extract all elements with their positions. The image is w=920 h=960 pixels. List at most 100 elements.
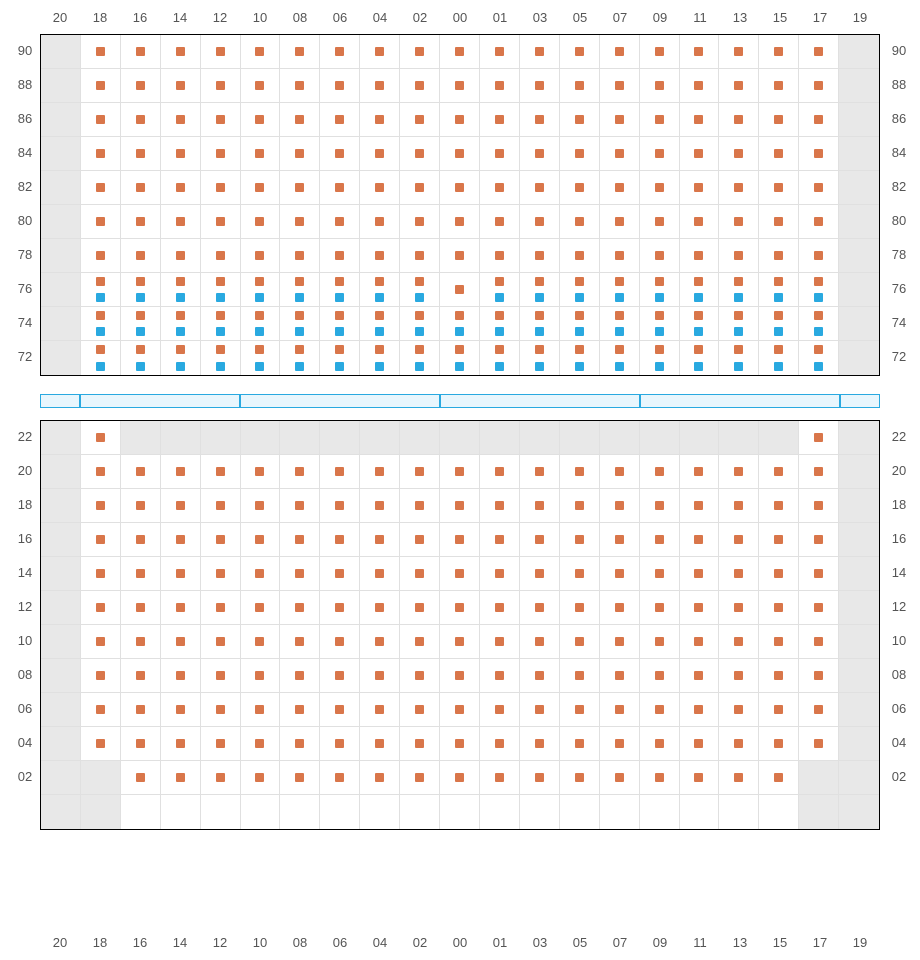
seat-icon[interactable]: [255, 705, 264, 714]
seat-icon[interactable]: [255, 293, 264, 302]
seat-icon[interactable]: [615, 637, 624, 646]
seat-icon[interactable]: [774, 467, 783, 476]
seat-icon[interactable]: [96, 705, 105, 714]
seat-icon[interactable]: [295, 345, 304, 354]
seat-icon[interactable]: [255, 149, 264, 158]
seat-icon[interactable]: [216, 501, 225, 510]
seat-icon[interactable]: [216, 81, 225, 90]
seat-icon[interactable]: [655, 603, 664, 612]
seat-icon[interactable]: [575, 569, 584, 578]
seat-icon[interactable]: [375, 183, 384, 192]
seat-icon[interactable]: [375, 671, 384, 680]
seat-icon[interactable]: [814, 467, 823, 476]
seat-icon[interactable]: [415, 467, 424, 476]
seat-icon[interactable]: [655, 467, 664, 476]
seat-icon[interactable]: [295, 569, 304, 578]
seat-icon[interactable]: [176, 671, 185, 680]
seat-icon[interactable]: [255, 115, 264, 124]
seat-icon[interactable]: [415, 217, 424, 226]
seat-icon[interactable]: [415, 671, 424, 680]
seat-icon[interactable]: [535, 311, 544, 320]
seat-icon[interactable]: [455, 217, 464, 226]
seat-icon[interactable]: [255, 467, 264, 476]
seat-icon[interactable]: [136, 81, 145, 90]
seat-icon[interactable]: [814, 362, 823, 371]
seat-icon[interactable]: [814, 293, 823, 302]
seat-icon[interactable]: [335, 773, 344, 782]
seat-icon[interactable]: [96, 183, 105, 192]
seat-icon[interactable]: [615, 501, 624, 510]
seat-icon[interactable]: [814, 637, 823, 646]
seat-icon[interactable]: [335, 739, 344, 748]
seat-icon[interactable]: [176, 251, 185, 260]
seat-icon[interactable]: [615, 535, 624, 544]
seat-icon[interactable]: [615, 603, 624, 612]
seat-icon[interactable]: [694, 603, 703, 612]
seat-icon[interactable]: [255, 773, 264, 782]
seat-icon[interactable]: [495, 345, 504, 354]
seat-icon[interactable]: [734, 569, 743, 578]
seat-icon[interactable]: [694, 293, 703, 302]
seat-icon[interactable]: [694, 327, 703, 336]
seat-icon[interactable]: [814, 501, 823, 510]
seat-icon[interactable]: [535, 217, 544, 226]
seat-icon[interactable]: [415, 501, 424, 510]
seat-icon[interactable]: [615, 217, 624, 226]
seat-icon[interactable]: [535, 501, 544, 510]
seat-icon[interactable]: [535, 739, 544, 748]
seat-icon[interactable]: [615, 293, 624, 302]
seat-icon[interactable]: [255, 535, 264, 544]
seat-icon[interactable]: [96, 603, 105, 612]
seat-icon[interactable]: [655, 569, 664, 578]
seat-icon[interactable]: [495, 362, 504, 371]
seat-icon[interactable]: [335, 327, 344, 336]
seat-icon[interactable]: [415, 277, 424, 286]
seat-icon[interactable]: [136, 637, 145, 646]
seat-icon[interactable]: [136, 603, 145, 612]
seat-icon[interactable]: [495, 183, 504, 192]
seat-icon[interactable]: [774, 217, 783, 226]
seat-icon[interactable]: [575, 773, 584, 782]
seat-icon[interactable]: [575, 467, 584, 476]
seat-icon[interactable]: [495, 535, 504, 544]
seat-icon[interactable]: [375, 311, 384, 320]
seat-icon[interactable]: [535, 362, 544, 371]
seat-icon[interactable]: [814, 535, 823, 544]
seat-icon[interactable]: [814, 277, 823, 286]
seat-icon[interactable]: [535, 705, 544, 714]
seat-icon[interactable]: [535, 293, 544, 302]
seat-icon[interactable]: [694, 277, 703, 286]
seat-icon[interactable]: [335, 183, 344, 192]
seat-icon[interactable]: [455, 671, 464, 680]
seat-icon[interactable]: [96, 362, 105, 371]
seat-icon[interactable]: [694, 47, 703, 56]
seat-icon[interactable]: [455, 345, 464, 354]
seat-icon[interactable]: [255, 671, 264, 680]
seat-icon[interactable]: [96, 501, 105, 510]
seat-icon[interactable]: [455, 773, 464, 782]
seat-icon[interactable]: [655, 535, 664, 544]
seat-icon[interactable]: [455, 115, 464, 124]
seat-icon[interactable]: [774, 637, 783, 646]
seat-icon[interactable]: [176, 115, 185, 124]
seat-icon[interactable]: [774, 311, 783, 320]
seat-icon[interactable]: [216, 217, 225, 226]
seat-icon[interactable]: [136, 345, 145, 354]
seat-icon[interactable]: [96, 251, 105, 260]
seat-icon[interactable]: [455, 362, 464, 371]
seat-icon[interactable]: [655, 311, 664, 320]
seat-icon[interactable]: [295, 47, 304, 56]
seat-icon[interactable]: [295, 671, 304, 680]
seat-icon[interactable]: [495, 327, 504, 336]
seat-icon[interactable]: [615, 739, 624, 748]
seat-icon[interactable]: [655, 115, 664, 124]
seat-icon[interactable]: [774, 603, 783, 612]
seat-icon[interactable]: [96, 637, 105, 646]
seat-icon[interactable]: [216, 637, 225, 646]
seat-icon[interactable]: [136, 47, 145, 56]
seat-icon[interactable]: [814, 603, 823, 612]
seat-icon[interactable]: [375, 149, 384, 158]
seat-icon[interactable]: [255, 345, 264, 354]
seat-icon[interactable]: [295, 183, 304, 192]
seat-icon[interactable]: [774, 277, 783, 286]
